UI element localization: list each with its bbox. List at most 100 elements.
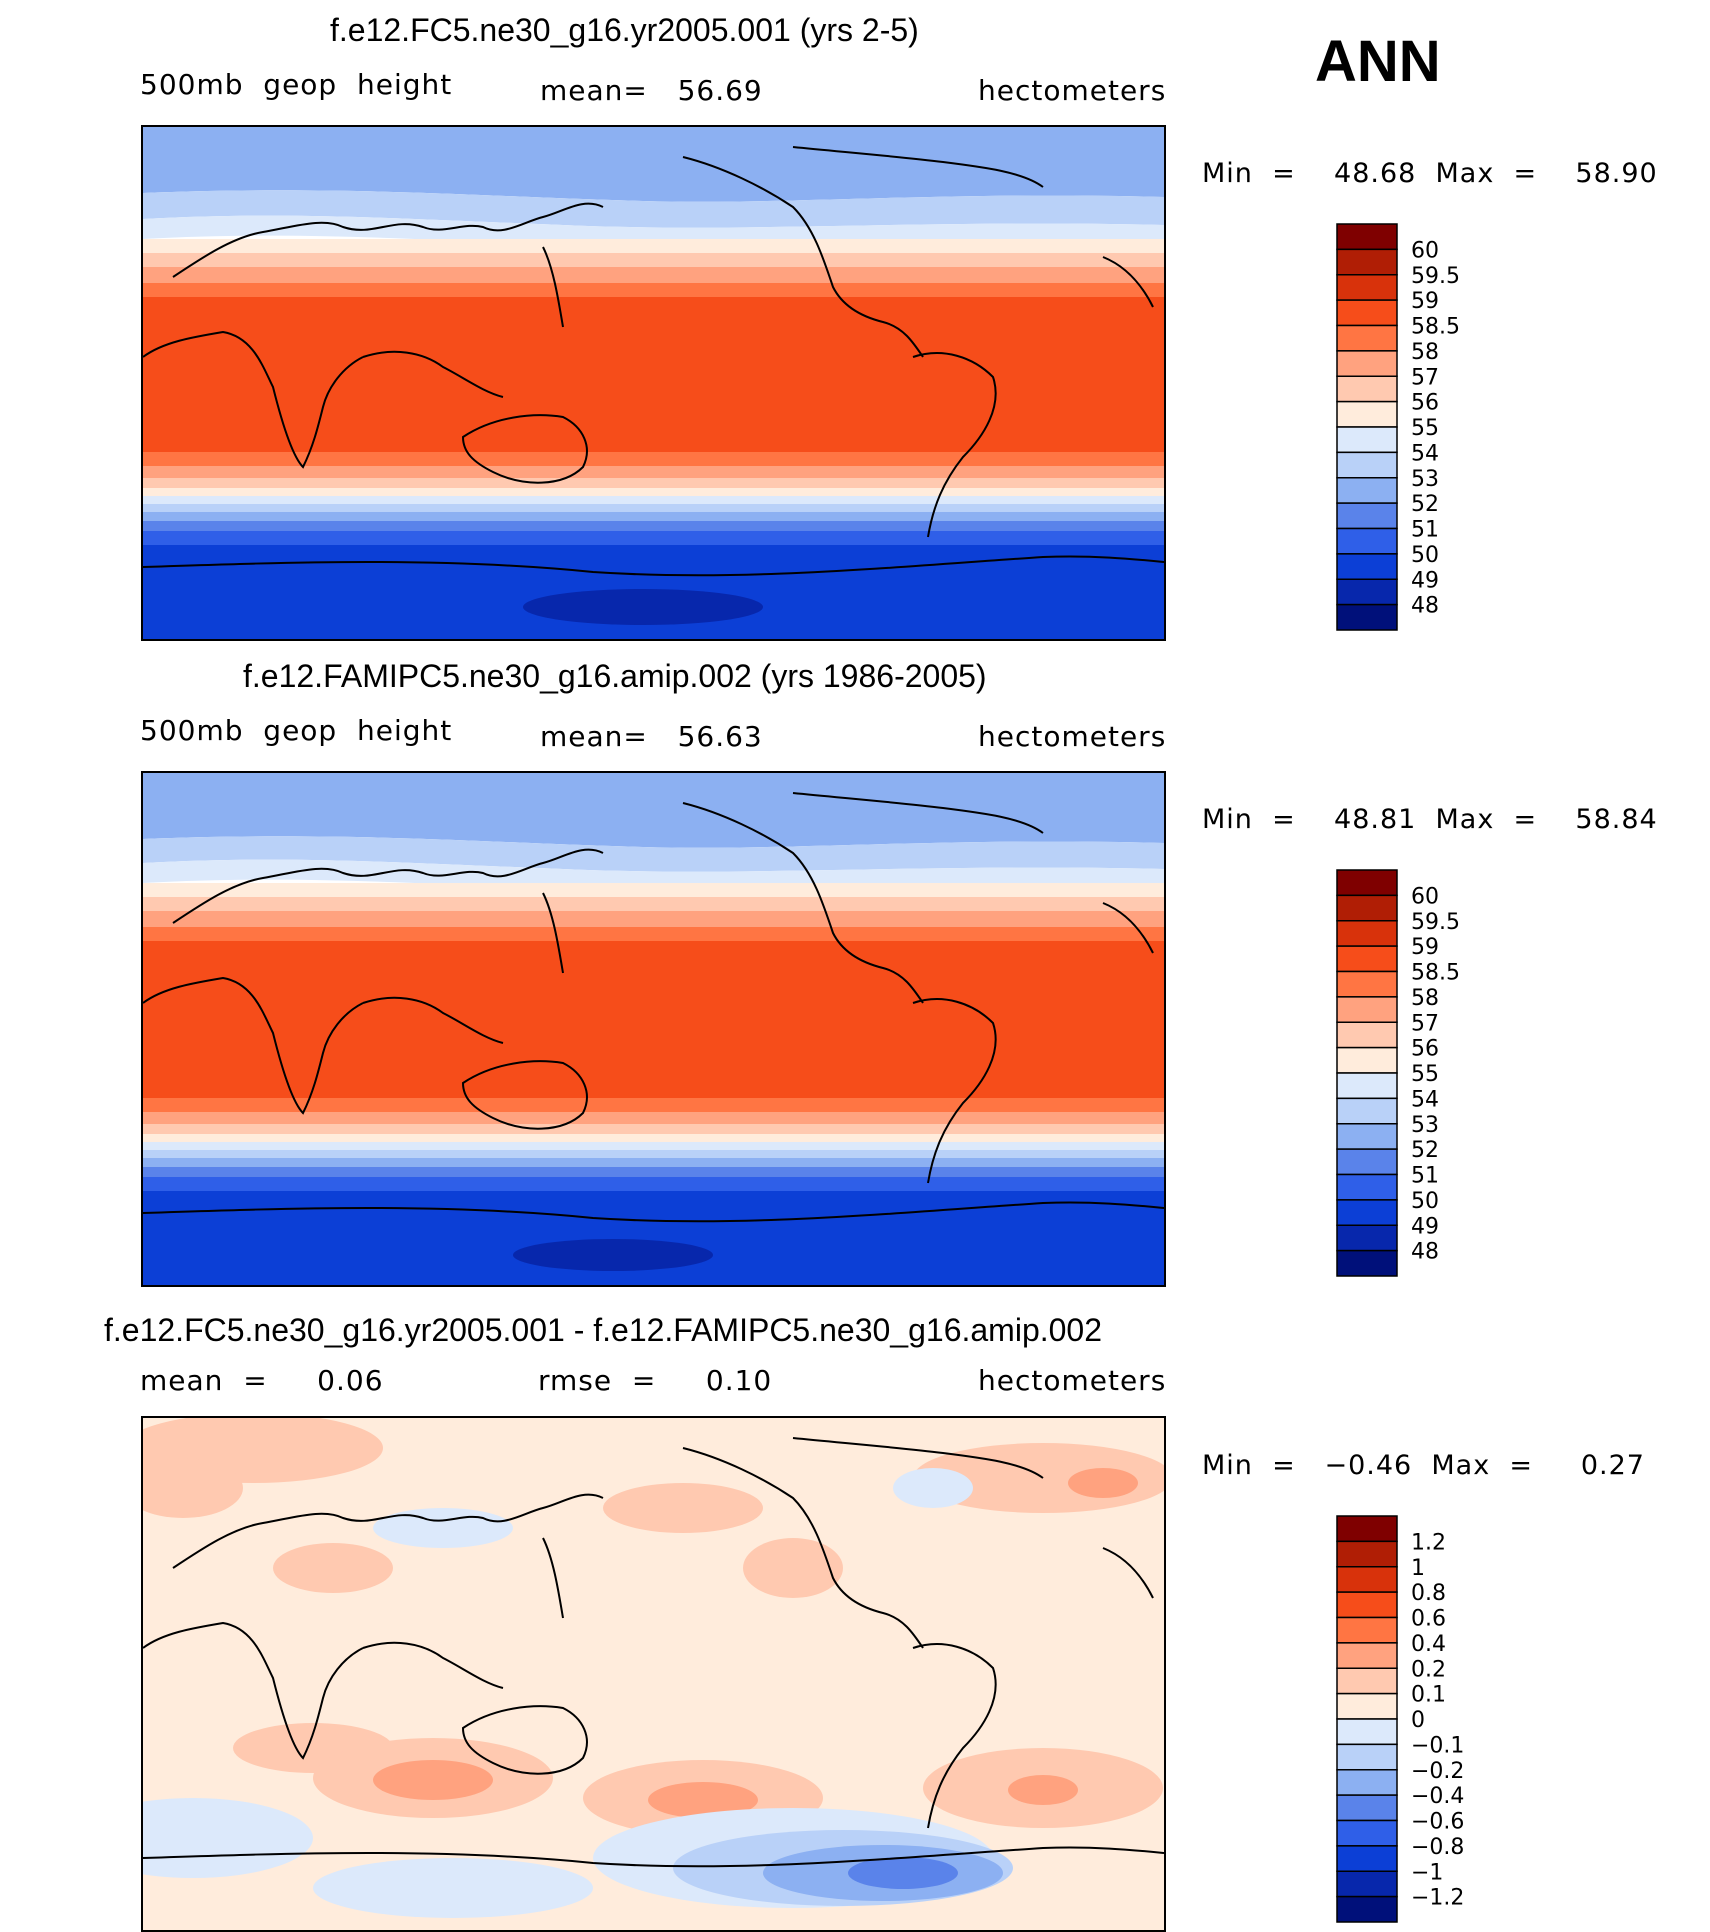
colorbar-tick-label: 54 <box>1411 441 1439 466</box>
colorbar-tick-label: 56 <box>1411 1037 1439 1062</box>
colorbar-swatch <box>1336 1540 1398 1568</box>
colorbar-tick-label: 59 <box>1411 289 1439 314</box>
colorbar-swatch <box>1336 477 1398 504</box>
colorbar-swatch <box>1336 1667 1398 1695</box>
colorbar-tick-label: 60 <box>1411 238 1439 263</box>
colorbar-swatch <box>1336 553 1398 580</box>
colorbar-tick-label: 59 <box>1411 935 1439 960</box>
colorbar-swatch <box>1336 1173 1398 1201</box>
colorbar-swatch <box>1336 1199 1398 1226</box>
panel-3-map <box>141 1416 1166 1932</box>
colorbar-tick-label: 48 <box>1411 594 1439 619</box>
panel-1-minmax: Min = 48.68 Max = 58.90 <box>1202 158 1658 189</box>
colorbar-tick-label: 0 <box>1411 1708 1425 1733</box>
colorbar-tick-label: 55 <box>1411 416 1439 441</box>
colorbar-swatch <box>1336 1692 1398 1720</box>
panel-3-rmse-label: rmse = 0.10 <box>538 1364 773 1397</box>
colorbar-tick-label: 51 <box>1411 1164 1439 1189</box>
panel-3-title: f.e12.FC5.ne30_g16.yr2005.001 - f.e12.FA… <box>104 1312 1103 1348</box>
colorbar-tick-label: 59.5 <box>1411 910 1460 935</box>
panel-2-minmax: Min = 48.81 Max = 58.84 <box>1202 804 1658 835</box>
panel-2-map-svg <box>143 773 1164 1285</box>
panel-2-units-label: hectometers <box>978 720 1167 753</box>
colorbar-tick-label: 52 <box>1411 1138 1439 1163</box>
colorbar-tick-label: 0.8 <box>1411 1581 1446 1606</box>
colorbar-swatch <box>1336 1718 1398 1746</box>
colorbar-swatch <box>1336 350 1398 377</box>
colorbar-swatch <box>1336 1743 1398 1771</box>
colorbar-swatch <box>1336 603 1398 631</box>
colorbar-swatch <box>1336 894 1398 922</box>
colorbar-tick-label: −1.2 <box>1411 1886 1464 1911</box>
colorbar-swatch <box>1336 451 1398 479</box>
panel-1-map <box>141 125 1166 641</box>
colorbar-swatch <box>1336 1148 1398 1176</box>
colorbar-swatch <box>1336 1895 1398 1923</box>
colorbar-tick-label: 60 <box>1411 884 1439 909</box>
colorbar-tick-label: 48 <box>1411 1240 1439 1265</box>
colorbar-tick-label: 57 <box>1411 365 1439 390</box>
panel-3-map-svg <box>143 1418 1164 1930</box>
colorbar-swatch <box>1336 996 1398 1023</box>
colorbar-tick-label: 49 <box>1411 568 1439 593</box>
colorbar-tick-label: −0.2 <box>1411 1759 1464 1784</box>
panel-2-variable-label: 500mb geop height <box>140 714 453 747</box>
colorbar-swatch <box>1336 274 1398 301</box>
colorbar-swatch <box>1336 400 1398 428</box>
colorbar-swatch <box>1336 578 1398 606</box>
panel-2-title: f.e12.FAMIPC5.ne30_g16.amip.002 (yrs 198… <box>243 658 987 694</box>
colorbar-swatch <box>1336 426 1398 454</box>
colorbar-tick-label: 0.6 <box>1411 1607 1446 1632</box>
panel-1-colorbar: 60 59.5 59 58.5 58 57 56 55 54 53 52 51 50 49 48 <box>1336 223 1497 631</box>
colorbar-tick-label: 57 <box>1411 1011 1439 1036</box>
colorbar-swatch <box>1336 1072 1398 1100</box>
colorbar-swatch <box>1336 1794 1398 1822</box>
colorbar-swatch <box>1336 248 1398 276</box>
colorbar-swatch <box>1336 502 1398 530</box>
colorbar-swatch <box>1336 869 1398 897</box>
colorbar-tick-label: 0.4 <box>1411 1632 1446 1657</box>
colorbar-swatch <box>1336 945 1398 973</box>
colorbar-tick-label: 0.1 <box>1411 1683 1446 1708</box>
colorbar-swatch <box>1336 1566 1398 1593</box>
colorbar-tick-label: 1.2 <box>1411 1530 1446 1555</box>
colorbar-tick-label: 54 <box>1411 1087 1439 1112</box>
colorbar-swatch <box>1336 1591 1398 1619</box>
colorbar-tick-label: 58.5 <box>1411 315 1460 340</box>
colorbar-tick-label: 58 <box>1411 340 1439 365</box>
colorbar-swatch <box>1336 1819 1398 1847</box>
colorbar-tick-label: 50 <box>1411 1189 1439 1214</box>
colorbar-tick-label: 51 <box>1411 518 1439 543</box>
colorbar-tick-label: 58 <box>1411 986 1439 1011</box>
colorbar-tick-label: 55 <box>1411 1062 1439 1087</box>
colorbar-tick-label: −0.1 <box>1411 1733 1464 1758</box>
colorbar-tick-label: −0.8 <box>1411 1835 1464 1860</box>
colorbar-tick-label: 50 <box>1411 543 1439 568</box>
colorbar-swatch <box>1336 527 1398 555</box>
colorbar-tick-label: 58.5 <box>1411 961 1460 986</box>
colorbar-swatch <box>1336 1123 1398 1150</box>
colorbar-swatch <box>1336 299 1398 327</box>
panel-2-map <box>141 771 1166 1287</box>
panel-2-colorbar: 60 59.5 59 58.5 58 57 56 55 54 53 52 51 50 49 48 <box>1336 869 1497 1277</box>
colorbar-tick-label: 56 <box>1411 391 1439 416</box>
panel-3-mean-label: mean = 0.06 <box>140 1364 384 1397</box>
panel-1-variable-label: 500mb geop height <box>140 68 453 101</box>
panel-3-units-label: hectometers <box>978 1364 1167 1397</box>
colorbar-swatch <box>1336 1642 1398 1669</box>
season-label: ANN <box>1315 29 1441 94</box>
colorbar-swatch <box>1336 1769 1398 1796</box>
colorbar-swatch <box>1336 1515 1398 1543</box>
colorbar-swatch <box>1336 223 1398 251</box>
colorbar-swatch <box>1336 1021 1398 1049</box>
colorbar-swatch <box>1336 1046 1398 1074</box>
panel-3-colorbar: 1.2 1 0.8 0.6 0.4 0.2 0.1 0 −0.1 −0.2 −0.4 −0.6 −0.8… <box>1336 1515 1497 1923</box>
panel-1-map-svg <box>143 127 1164 639</box>
colorbar-swatch <box>1336 1845 1398 1872</box>
colorbar-tick-label: 52 <box>1411 492 1439 517</box>
colorbar-swatch <box>1336 970 1398 998</box>
colorbar-swatch <box>1336 1249 1398 1277</box>
colorbar-swatch <box>1336 1870 1398 1898</box>
panel-3-minmax: Min = −0.46 Max = 0.27 <box>1202 1450 1645 1481</box>
